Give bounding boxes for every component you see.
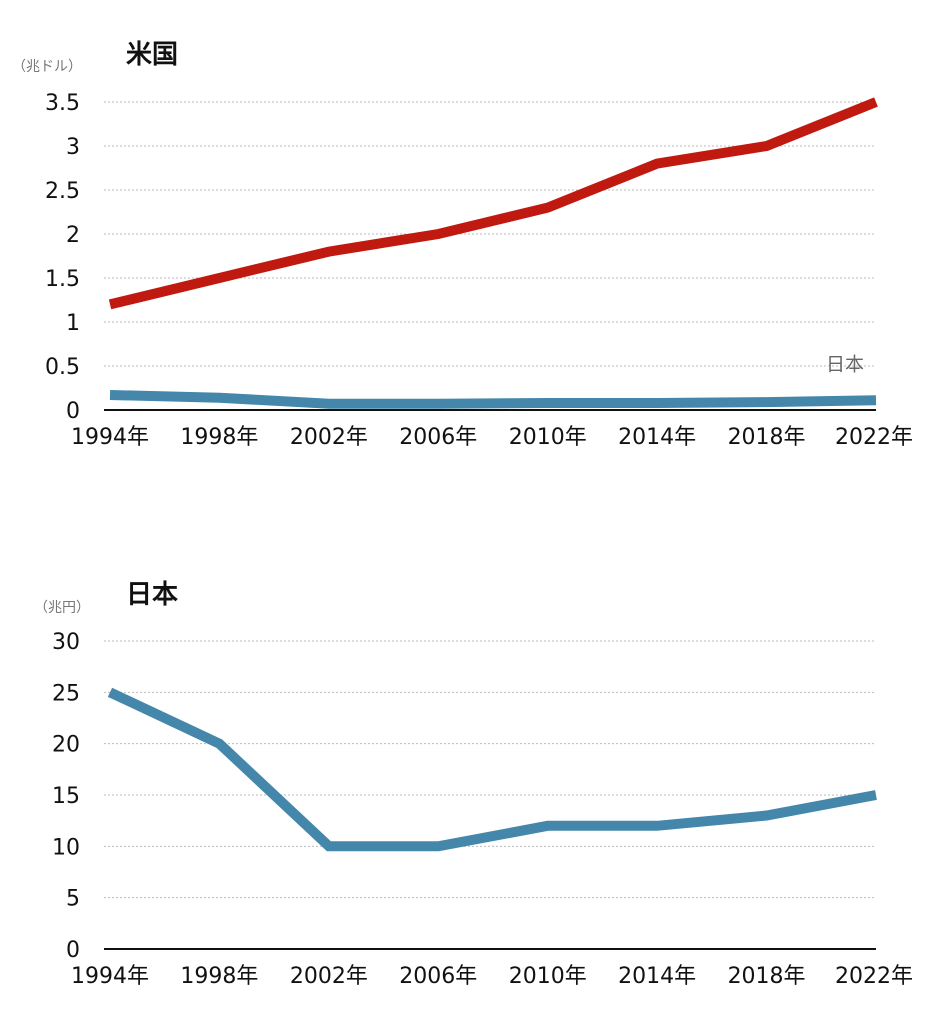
- us-y-tick-label: 1: [66, 311, 80, 336]
- us-series-line-0: [108, 97, 878, 310]
- us-unit-label: （兆ドル）: [12, 59, 82, 75]
- us-x-tick-label: 2022年: [835, 425, 913, 450]
- us-x-tick-label: 1994年: [71, 425, 149, 450]
- japan-y-tick-label: 15: [52, 784, 80, 809]
- us-series-line-1: [109, 390, 877, 409]
- japan-y-tick-label: 0: [66, 938, 80, 963]
- us-y-tick-label: 1.5: [45, 267, 80, 292]
- us-y-tick-label: 3: [66, 135, 80, 160]
- us-chart-title: 米国: [126, 40, 179, 70]
- us-y-tick-label: 2: [66, 223, 80, 248]
- us-y-tick-label: 0: [66, 399, 80, 424]
- us-y-tick-label: 0.5: [45, 355, 80, 380]
- us-line-chart: 0 0.5 1 1.5 2 2.5 3 3.5 1994年 1998年 2002年 2006年 2010…: [45, 91, 913, 450]
- japan-x-tick-label: 2002年: [290, 964, 368, 989]
- japan-x-tick-label: 2014年: [618, 964, 696, 989]
- us-x-tick-label: 2006年: [399, 425, 477, 450]
- japan-x-tick-label: 2018年: [728, 964, 806, 989]
- japan-y-tick-label: 20: [52, 733, 80, 758]
- us-y-tick-label: 3.5: [45, 91, 80, 116]
- japan-x-tick-label: 2006年: [399, 964, 477, 989]
- japan-x-tick-label: 1998年: [180, 964, 258, 989]
- us-x-tick-label: 2010年: [509, 425, 587, 450]
- japan-series-line-0: [107, 687, 877, 852]
- us-x-tick-label: 2018年: [728, 425, 806, 450]
- japan-x-tick-label: 2010年: [509, 964, 587, 989]
- us-x-tick-label: 2014年: [618, 425, 696, 450]
- japan-unit-label: （兆円）: [34, 600, 90, 616]
- japan-y-tick-label: 30: [52, 630, 80, 655]
- japan-y-tick-label: 25: [52, 681, 80, 706]
- japan-y-tick-label: 10: [52, 835, 80, 860]
- japan-x-tick-label: 1994年: [71, 964, 149, 989]
- japan-x-tick-label: 2022年: [835, 964, 913, 989]
- us-series-label: 日本: [826, 353, 864, 375]
- japan-chart-title: 日本: [126, 580, 179, 610]
- us-x-tick-label: 1998年: [180, 425, 258, 450]
- us-x-tick-label: 2002年: [290, 425, 368, 450]
- us-y-tick-label: 2.5: [45, 179, 80, 204]
- japan-line-chart: 0 5 10 15 20 25 30 1994年 1998年 2002年 2006年 2010年 201…: [52, 630, 913, 989]
- japan-y-tick-label: 5: [66, 887, 80, 912]
